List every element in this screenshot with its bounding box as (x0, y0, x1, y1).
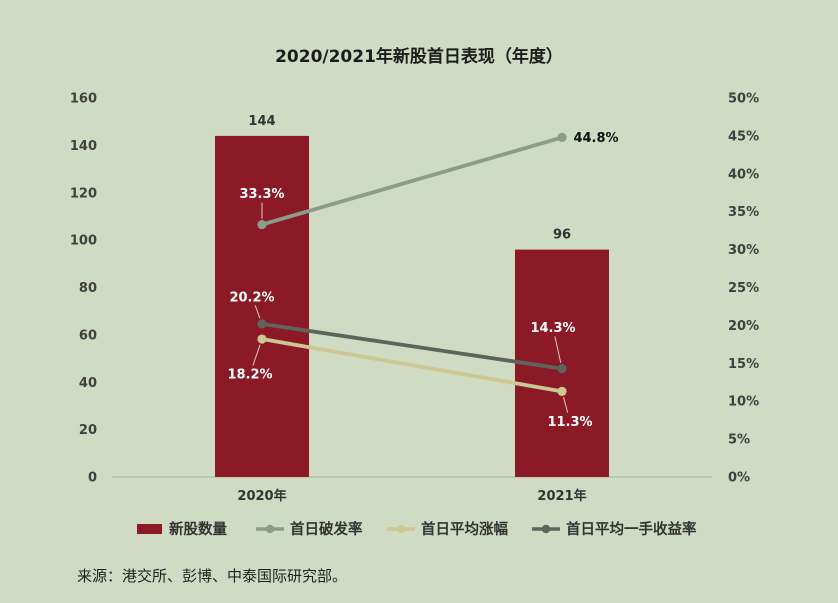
line-value-label: 18.2% (227, 368, 272, 383)
legend-label: 首日平均涨幅 (421, 520, 508, 538)
y-left-tick-label: 140 (70, 139, 97, 154)
source-note: 来源：港交所、彭博、中泰国际研究部。 (77, 567, 347, 585)
data-label-leader (252, 344, 261, 366)
y-right-tick-label: 30% (728, 243, 759, 258)
y-right-tick-label: 20% (728, 319, 759, 334)
y-right-tick-label: 35% (728, 205, 759, 220)
y-right-tick-label: 0% (728, 471, 750, 486)
y-left-tick-label: 80 (79, 281, 97, 296)
data-label-leader (254, 305, 261, 319)
bar-0-0 (215, 135, 309, 477)
legend-swatch-marker (396, 524, 406, 534)
bar-value-label: 96 (553, 228, 571, 243)
point-3-1 (557, 364, 567, 374)
line-3 (260, 321, 564, 371)
y-left-tick-label: 60 (79, 328, 97, 343)
x-category-label: 2021年 (537, 488, 586, 504)
y-left-tick-label: 160 (70, 92, 97, 107)
point-2-1 (557, 386, 567, 396)
x-category-label: 2020年 (237, 488, 286, 504)
point-3-0 (257, 319, 267, 329)
bar-series (215, 135, 609, 477)
data-label-leader (563, 397, 569, 413)
y-right-tick-label: 10% (728, 395, 759, 410)
line-value-label: 14.3% (530, 321, 575, 336)
data-label-leader (554, 336, 562, 363)
legend-label: 新股数量 (169, 520, 227, 538)
y-right-tick-label: 5% (728, 433, 750, 448)
y-left-tick-label: 20 (79, 423, 97, 438)
point-1-0 (257, 219, 267, 230)
axes: 0 20 40 60 80 100 120 140 160 0% 5% 10% 15% 20% 25% 30%… (70, 92, 759, 505)
y-left-tick-label: 40 (79, 376, 97, 391)
point-2-0 (257, 334, 267, 344)
y-right-tick-label: 15% (728, 357, 759, 372)
y-left-tick-label: 0 (88, 471, 97, 486)
legend-swatch-marker (541, 524, 551, 534)
line-value-label: 11.3% (547, 415, 592, 430)
legend-swatch-bar (137, 524, 162, 534)
point-1-1 (557, 132, 567, 143)
line-series (257, 132, 567, 396)
legend-label: 首日平均一手收益率 (566, 520, 697, 538)
line-value-label: 33.3% (239, 187, 284, 202)
line-value-label: 20.2% (229, 290, 274, 305)
line-2 (260, 337, 564, 394)
y-left-tick-label: 100 (70, 234, 97, 249)
chart-title: 2020/2021年新股首日表现（年度） (275, 46, 563, 67)
line-1 (260, 135, 564, 227)
line-value-label: 44.8% (573, 131, 618, 146)
y-right-tick-label: 45% (728, 129, 759, 144)
y-right-tick-label: 40% (728, 167, 759, 182)
data-labels: 144 96 33.3% 44.8% 18.2% 11.3% 20.2% 14.3% (227, 114, 618, 430)
legend-label: 首日破发率 (290, 520, 363, 538)
y-left-tick-label: 120 (70, 186, 97, 201)
legend: 新股数量 首日破发率 首日平均涨幅 首日平均一手收益率 (137, 520, 697, 538)
y-right-tick-label: 25% (728, 281, 759, 296)
bar-value-label: 144 (248, 114, 275, 129)
legend-swatch-marker (265, 524, 275, 534)
y-right-tick-label: 50% (728, 92, 759, 107)
